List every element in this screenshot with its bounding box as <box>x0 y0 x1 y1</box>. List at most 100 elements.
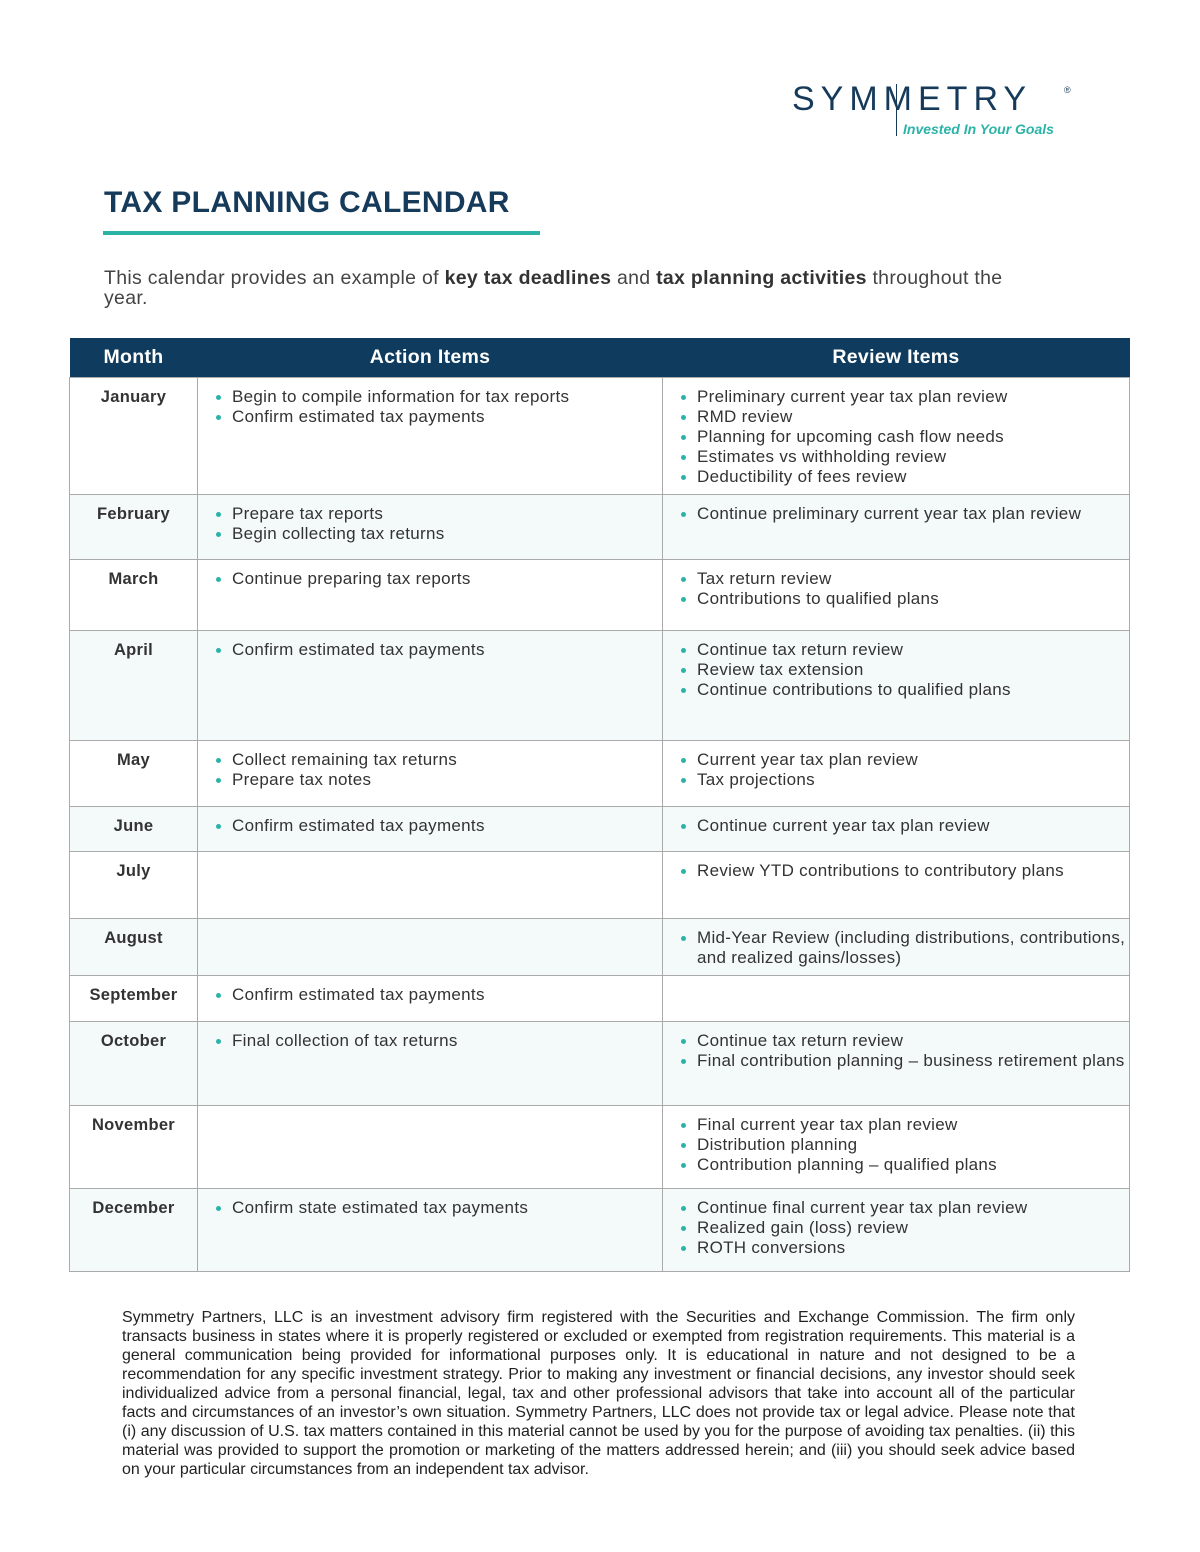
review-item: Continue final current year tax plan rev… <box>681 1198 1129 1218</box>
table-row: June Confirm estimated tax payments Contin… <box>69 806 1130 852</box>
month-cell: June <box>69 806 198 852</box>
actions-list: Prepare tax reports Begin collecting tax … <box>198 504 662 544</box>
month-cell: December <box>69 1188 198 1272</box>
intro-bold: tax planning activities <box>656 267 867 289</box>
table-row: May Collect remaining tax returns Prepare … <box>69 740 1130 807</box>
review-item: Review tax extension <box>681 660 1129 680</box>
reviews-cell: Continue tax return review Final contribu… <box>662 1021 1130 1106</box>
action-item: Confirm estimated tax payments <box>216 407 662 427</box>
actions-list: Continue preparing tax reports <box>198 569 662 589</box>
actions-cell <box>197 851 663 919</box>
month-cell: February <box>69 494 198 560</box>
review-item: Contributions to qualified plans <box>681 589 1129 609</box>
review-item: Final contribution planning – business r… <box>681 1051 1129 1071</box>
month-cell: November <box>69 1105 198 1189</box>
review-item: Continue tax return review <box>681 640 1129 660</box>
month-cell: August <box>69 918 198 976</box>
reviews-list: Review YTD contributions to contributory… <box>663 861 1129 881</box>
intro-text: and <box>611 267 657 289</box>
actions-cell: Confirm state estimated tax payments <box>197 1188 663 1272</box>
column-header: Review Items <box>662 338 1130 378</box>
table-header: Month Action Items Review Items <box>69 338 1130 378</box>
actions-cell <box>197 918 663 976</box>
logo: SYMMETRY <box>792 80 1033 118</box>
column-header: Action Items <box>197 338 663 378</box>
month-cell: April <box>69 630 198 741</box>
actions-list: Confirm estimated tax payments <box>198 816 662 836</box>
disclaimer: Symmetry Partners, LLC is an investment … <box>122 1309 1075 1478</box>
title: TAX PLANNING CALENDAR <box>104 186 510 219</box>
action-item: Confirm estimated tax payments <box>216 816 662 836</box>
actions-list: Final collection of tax returns <box>198 1031 662 1051</box>
calendar-table: Month Action Items Review Items January B… <box>69 338 1130 1272</box>
review-item: Continue current year tax plan review <box>681 816 1129 836</box>
review-item: Contribution planning – qualified plans <box>681 1155 1129 1175</box>
action-item: Final collection of tax returns <box>216 1031 662 1051</box>
reviews-list: Continue tax return review Review tax ext… <box>663 640 1129 700</box>
reviews-list: Preliminary current year tax plan review… <box>663 387 1129 487</box>
actions-list: Collect remaining tax returns Prepare tax… <box>198 750 662 790</box>
review-item: RMD review <box>681 407 1129 427</box>
reviews-cell: Mid-Year Review (including distributions… <box>662 918 1130 976</box>
month-cell: May <box>69 740 198 807</box>
table-row: January Begin to compile information for … <box>69 377 1130 495</box>
table-row: August Mid-Year Review (including distrib… <box>69 918 1130 976</box>
review-item: Continue contributions to qualified plan… <box>681 680 1129 700</box>
review-item: Continue tax return review <box>681 1031 1129 1051</box>
table-row: April Confirm estimated tax payments Conti… <box>69 630 1130 741</box>
table-body: January Begin to compile information for … <box>69 377 1130 1272</box>
action-item: Confirm estimated tax payments <box>216 985 662 1005</box>
review-item: Final current year tax plan review <box>681 1115 1129 1135</box>
actions-cell: Prepare tax reports Begin collecting tax … <box>197 494 663 560</box>
reviews-list: Tax return review Contributions to qualif… <box>663 569 1129 609</box>
review-item: Tax return review <box>681 569 1129 589</box>
month-cell: July <box>69 851 198 919</box>
reviews-cell: Review YTD contributions to contributory… <box>662 851 1130 919</box>
review-item: Distribution planning <box>681 1135 1129 1155</box>
action-item: Confirm state estimated tax payments <box>216 1198 662 1218</box>
month-cell: January <box>69 377 198 495</box>
reviews-cell: Continue final current year tax plan rev… <box>662 1188 1130 1272</box>
intro-bold: key tax deadlines <box>444 267 612 289</box>
reviews-list: Current year tax plan review Tax projecti… <box>663 750 1129 790</box>
reviews-list: Mid-Year Review (including distributions… <box>663 928 1129 968</box>
actions-list: Confirm estimated tax payments <box>198 640 662 660</box>
actions-cell: Confirm estimated tax payments <box>197 806 663 852</box>
reviews-list: Continue current year tax plan review <box>663 816 1129 836</box>
review-item: Mid-Year Review (including distributions… <box>681 928 1129 968</box>
reviews-cell: Continue current year tax plan review <box>662 806 1130 852</box>
action-item: Confirm estimated tax payments <box>216 640 662 660</box>
review-item: Tax projections <box>681 770 1129 790</box>
actions-list: Begin to compile information for tax rep… <box>198 387 662 427</box>
table-row: February Prepare tax reports Begin collect… <box>69 494 1130 560</box>
table-row: July Review YTD contributions to contribu… <box>69 851 1130 919</box>
review-item: Continue preliminary current year tax pl… <box>681 504 1129 524</box>
review-item: Review YTD contributions to contributory… <box>681 861 1129 881</box>
reviews-cell: Tax return review Contributions to qualif… <box>662 559 1130 631</box>
action-item: Begin to compile information for tax rep… <box>216 387 662 407</box>
actions-cell: Final collection of tax returns <box>197 1021 663 1106</box>
review-item: Planning for upcoming cash flow needs <box>681 427 1129 447</box>
action-item: Collect remaining tax returns <box>216 750 662 770</box>
actions-cell: Confirm estimated tax payments <box>197 630 663 741</box>
actions-list: Confirm estimated tax payments <box>198 985 662 1005</box>
reviews-list: Continue tax return review Final contribu… <box>663 1031 1129 1071</box>
logo-divider <box>896 84 897 136</box>
tagline: Invested In Your Goals <box>903 121 1054 137</box>
intro-text: throughout the year. <box>104 267 1003 309</box>
month-cell: October <box>69 1021 198 1106</box>
action-item: Prepare tax reports <box>216 504 662 524</box>
reviews-cell: Continue preliminary current year tax pl… <box>662 494 1130 560</box>
reviews-cell: Continue tax return review Review tax ext… <box>662 630 1130 741</box>
reviews-cell: Current year tax plan review Tax projecti… <box>662 740 1130 807</box>
action-item: Begin collecting tax returns <box>216 524 662 544</box>
table-row: September Confirm estimated tax payments <box>69 975 1130 1022</box>
reviews-list: Continue final current year tax plan rev… <box>663 1198 1129 1258</box>
title-underline <box>103 231 540 235</box>
actions-cell: Confirm estimated tax payments <box>197 975 663 1022</box>
header-row: Month Action Items Review Items <box>69 338 1130 378</box>
review-item: Estimates vs withholding review <box>681 447 1129 467</box>
reviews-list: Final current year tax plan review Distri… <box>663 1115 1129 1175</box>
